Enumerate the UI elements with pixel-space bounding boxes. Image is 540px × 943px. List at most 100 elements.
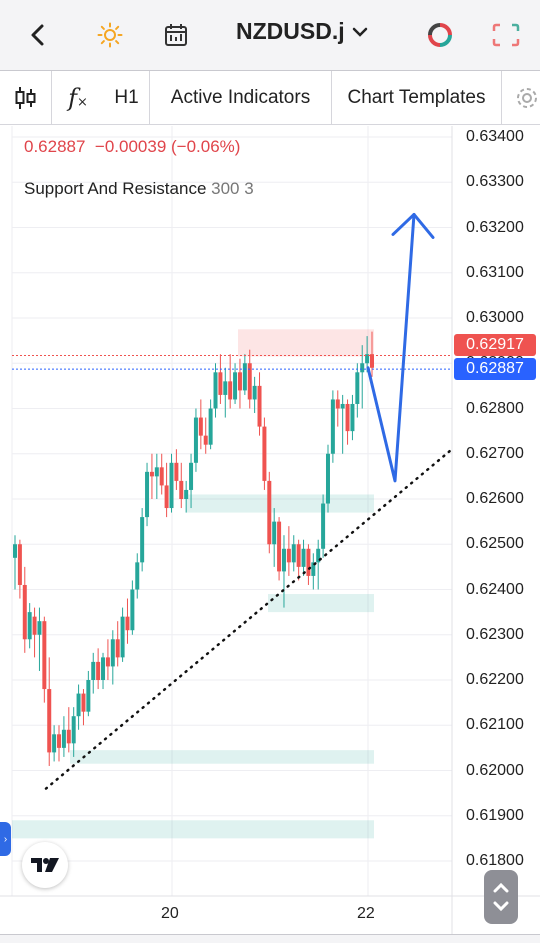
candle-body: [321, 503, 326, 549]
symbol-selector[interactable]: NZDUSD.j: [236, 18, 369, 45]
price-tick-label: 0.63300: [466, 173, 524, 191]
indicator-params: 300 3: [211, 179, 254, 198]
chart-templates-button[interactable]: Chart Templates: [332, 71, 502, 124]
candle-body: [115, 639, 120, 658]
candle-body: [277, 521, 282, 572]
price-tick-label: 0.63100: [466, 263, 524, 281]
candle-body: [335, 399, 340, 409]
price-tick-label: 0.62700: [466, 444, 524, 462]
candle-body: [159, 467, 164, 486]
candle-body: [306, 548, 311, 576]
expand-corners-icon[interactable]: [488, 17, 524, 53]
price-tick-label: 0.62000: [466, 761, 524, 779]
price-tick-label: 0.62300: [466, 625, 524, 643]
candle-body: [286, 548, 291, 563]
candle-body: [110, 639, 115, 667]
candle-body: [291, 544, 296, 563]
timeframe-button[interactable]: H1: [104, 71, 150, 124]
price-tick-label: 0.62500: [466, 535, 524, 553]
candle-body: [61, 729, 66, 748]
bid-price-tag: 0.62887: [454, 358, 536, 380]
candle-body: [42, 621, 47, 690]
candle-body: [360, 363, 365, 373]
candle-body: [86, 680, 91, 712]
candle-body: [179, 480, 184, 499]
candle-body: [272, 521, 277, 545]
support-zone: [186, 494, 374, 513]
candle-body: [37, 621, 42, 635]
candle-body: [311, 562, 316, 576]
time-tick-20: 20: [161, 905, 179, 922]
candle-body: [267, 480, 272, 545]
candle-body: [233, 372, 238, 400]
candle-body: [22, 584, 27, 640]
candle-body: [17, 544, 22, 585]
chevron-right-icon[interactable]: ›: [0, 822, 11, 856]
fx-icon[interactable]: f×: [68, 83, 88, 112]
candle-body: [237, 372, 242, 391]
candle-body: [96, 661, 101, 680]
candlestick-icon[interactable]: [0, 71, 52, 124]
gear-icon[interactable]: [502, 71, 540, 124]
candle-body: [257, 385, 262, 427]
legend-indicator[interactable]: Support And Resistance 300 3: [24, 179, 254, 199]
price-tick-label: 0.62600: [466, 490, 524, 507]
price-tick-label: 0.63000: [466, 309, 524, 326]
candle-body: [281, 548, 286, 572]
candle-body: [76, 693, 81, 717]
support-zone: [12, 820, 374, 839]
candle-body: [169, 462, 174, 509]
pie-ring-icon[interactable]: [422, 17, 458, 53]
candle-body: [316, 548, 321, 563]
candle-body: [325, 453, 330, 504]
chevron-down-icon: [352, 27, 367, 37]
candle-body: [13, 544, 17, 558]
price-tick-label: 0.61900: [466, 806, 524, 824]
price-chart[interactable]: [0, 126, 540, 934]
time-tick-22: 22: [357, 905, 375, 922]
projection-path: [366, 212, 416, 483]
tradingview-logo[interactable]: [22, 842, 68, 888]
price-tick-label: 0.61800: [466, 852, 524, 869]
candle-body: [208, 408, 213, 445]
candle-body: [262, 426, 267, 481]
support-zone: [70, 750, 374, 764]
candle-body: [52, 734, 57, 753]
candle-body: [174, 462, 179, 481]
candle-body: [27, 612, 32, 640]
candle-body: [184, 489, 189, 499]
top-bar: NZDUSD.j: [0, 0, 540, 71]
candle-body: [57, 734, 62, 748]
ask-price-tag: 0.62917: [454, 334, 536, 356]
legend-price: 0.62887 −0.00039 (−0.06%): [24, 137, 240, 157]
candle-body: [301, 548, 306, 567]
up-down-arrows-icon[interactable]: [484, 870, 518, 924]
active-indicators-button[interactable]: Active Indicators: [150, 71, 332, 124]
candle-body: [247, 363, 252, 400]
candle-body: [213, 372, 218, 409]
candle-body: [120, 616, 125, 658]
trendline: [44, 447, 454, 790]
candle-body: [130, 589, 135, 631]
sun-icon[interactable]: [92, 17, 128, 53]
candle-body: [370, 354, 374, 368]
price-tick-label: 0.63200: [466, 218, 524, 236]
price-tick-label: 0.63400: [466, 128, 524, 145]
legend-change: −0.00039 (−0.06%): [94, 137, 241, 156]
candle-body: [350, 403, 355, 432]
bottom-bar: [0, 934, 540, 943]
candle-body: [164, 485, 169, 509]
candle-body: [101, 657, 106, 680]
chart-toolbar: f× H1 Active Indicators Chart Templates: [0, 71, 540, 125]
calendar-icon[interactable]: [158, 17, 194, 53]
price-tick-label: 0.62400: [466, 580, 524, 598]
price-tick-label: 0.62200: [466, 671, 524, 688]
candle-body: [32, 616, 37, 635]
back-icon[interactable]: [20, 17, 56, 53]
candle-body: [193, 417, 198, 463]
symbol-name: NZDUSD.j: [236, 18, 345, 44]
candle-body: [66, 729, 71, 744]
candle-body: [330, 399, 335, 454]
legend-last-price: 0.62887: [24, 137, 86, 156]
candle-body: [149, 471, 154, 477]
